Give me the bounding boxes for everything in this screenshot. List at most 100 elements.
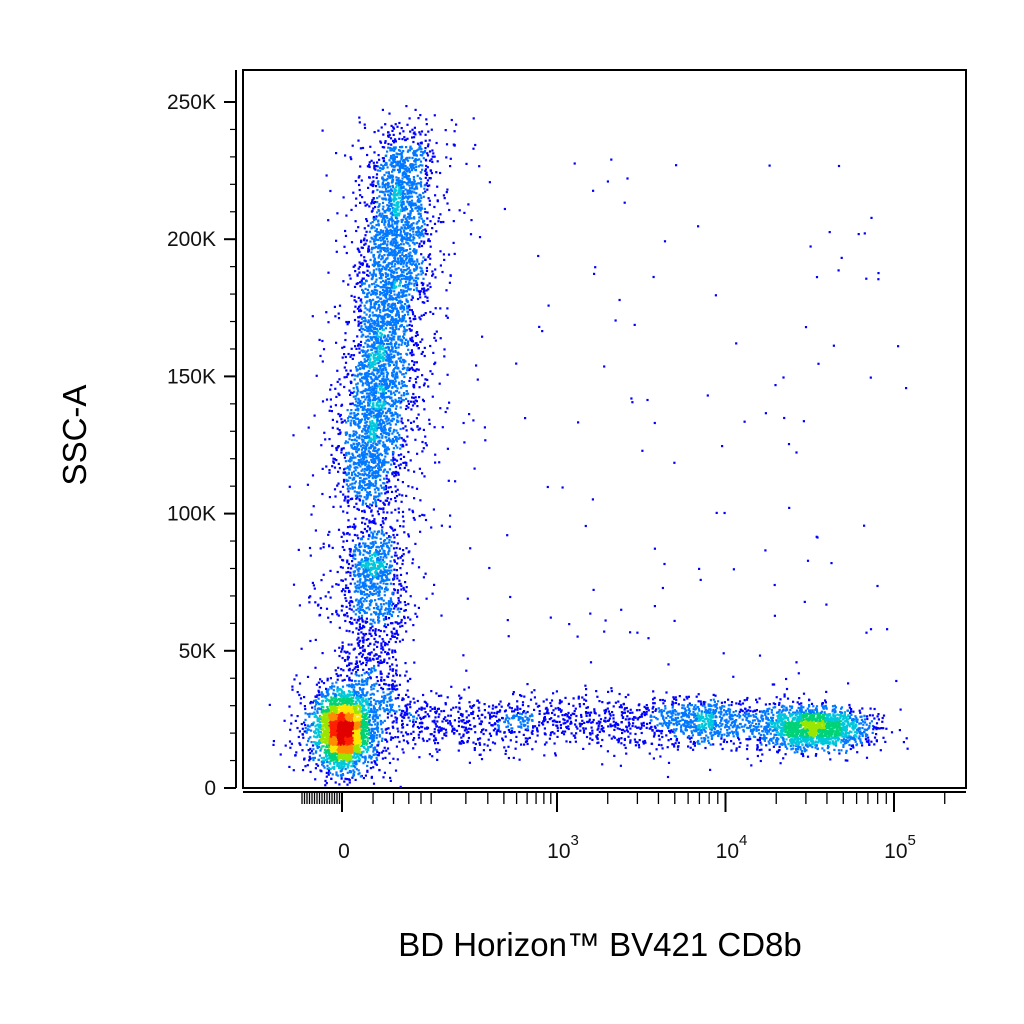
data-point <box>330 751 333 754</box>
data-point <box>406 342 409 345</box>
data-point <box>371 406 374 409</box>
data-point <box>371 456 374 459</box>
data-point <box>310 729 313 732</box>
data-point <box>329 722 332 725</box>
data-point <box>381 237 385 240</box>
data-point <box>419 318 422 321</box>
data-point <box>402 247 405 250</box>
data-point <box>365 456 368 459</box>
data-point <box>398 381 401 384</box>
data-point <box>343 711 346 714</box>
data-point <box>324 755 328 758</box>
data-point <box>374 718 377 721</box>
data-point <box>407 716 410 719</box>
data-point <box>397 234 400 237</box>
data-point <box>341 723 344 727</box>
data-point <box>361 196 364 199</box>
data-point <box>361 719 364 722</box>
data-point <box>359 262 362 265</box>
data-point <box>344 751 347 754</box>
data-point <box>387 286 390 290</box>
data-point <box>385 300 389 303</box>
data-point <box>305 743 308 746</box>
data-point <box>426 211 429 214</box>
data-point <box>387 265 390 268</box>
data-point <box>347 473 350 476</box>
data-point <box>305 731 308 734</box>
data-point <box>315 683 318 686</box>
data-point <box>354 735 357 738</box>
data-point <box>339 729 342 732</box>
data-point <box>396 414 399 417</box>
data-point <box>320 724 323 727</box>
data-point <box>409 229 412 232</box>
data-point <box>333 706 336 709</box>
data-point <box>346 658 349 661</box>
data-point <box>382 470 385 473</box>
data-point <box>329 725 332 728</box>
data-point <box>351 776 354 779</box>
data-point <box>360 730 363 733</box>
data-point <box>375 505 378 508</box>
data-point <box>346 783 349 786</box>
data-point <box>386 298 389 301</box>
data-point <box>380 126 383 129</box>
data-point <box>340 715 343 718</box>
data-point <box>362 289 365 292</box>
data-point <box>375 415 378 418</box>
data-point <box>340 744 343 747</box>
data-point <box>406 150 409 153</box>
data-point <box>366 747 369 750</box>
data-point <box>395 176 398 179</box>
data-point <box>383 293 386 297</box>
data-point <box>348 274 351 277</box>
data-point <box>406 261 409 264</box>
data-point <box>380 739 384 742</box>
data-point <box>377 220 380 223</box>
data-point <box>352 756 355 759</box>
data-point <box>318 726 322 729</box>
data-point <box>344 695 347 698</box>
data-point <box>360 488 363 491</box>
data-point <box>378 255 381 258</box>
data-point <box>414 108 417 111</box>
data-point <box>395 745 398 748</box>
data-point <box>349 736 352 739</box>
data-point <box>375 758 379 762</box>
data-point <box>386 257 389 260</box>
data-point <box>364 734 367 737</box>
data-point <box>323 766 326 769</box>
data-point <box>379 309 382 312</box>
data-point <box>348 701 351 704</box>
data-point <box>332 712 335 715</box>
data-point <box>312 748 315 751</box>
data-point <box>391 417 394 420</box>
data-point <box>388 133 391 137</box>
data-point <box>349 718 352 721</box>
data-point <box>328 753 331 756</box>
data-point <box>391 324 394 327</box>
data-point <box>322 756 325 759</box>
data-point <box>371 710 374 714</box>
data-point <box>349 758 352 761</box>
data-point <box>364 708 368 712</box>
data-point <box>419 171 422 174</box>
data-point <box>314 725 317 728</box>
data-point <box>391 170 394 173</box>
data-point <box>352 772 355 776</box>
data-point <box>358 305 361 308</box>
data-point <box>405 146 408 149</box>
data-point <box>379 141 383 144</box>
data-point <box>358 250 361 253</box>
data-point <box>357 725 361 728</box>
data-point <box>311 706 314 709</box>
data-point <box>359 743 362 746</box>
data-point <box>339 734 342 737</box>
data-point <box>382 215 385 218</box>
data-point <box>412 222 415 225</box>
data-point <box>311 712 314 715</box>
data-point <box>412 178 415 181</box>
data-point <box>333 697 337 700</box>
data-point <box>342 743 345 746</box>
data-point <box>351 487 354 490</box>
